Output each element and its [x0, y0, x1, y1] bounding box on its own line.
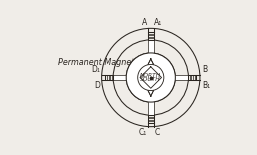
Text: D: D — [94, 81, 100, 90]
Bar — [148, 102, 153, 115]
Text: SOUTH: SOUTH — [141, 78, 161, 82]
FancyBboxPatch shape — [148, 32, 153, 40]
Text: NORTH: NORTH — [140, 73, 161, 78]
Text: Permanent Magnet Motor: Permanent Magnet Motor — [58, 58, 160, 67]
Circle shape — [102, 28, 200, 127]
Bar — [148, 40, 153, 53]
Circle shape — [126, 53, 175, 102]
Circle shape — [138, 64, 164, 91]
Text: A: A — [142, 18, 147, 27]
Bar — [175, 75, 188, 80]
Bar — [113, 75, 126, 80]
Text: B₁: B₁ — [202, 81, 210, 90]
FancyBboxPatch shape — [148, 115, 153, 123]
Text: D₁: D₁ — [91, 65, 100, 74]
Text: A₁: A₁ — [154, 18, 163, 27]
Text: C₁: C₁ — [139, 128, 147, 137]
Text: NORTH: NORTH — [140, 73, 161, 78]
Circle shape — [113, 40, 188, 115]
Circle shape — [126, 53, 175, 102]
Circle shape — [138, 64, 164, 91]
Text: SOUTH: SOUTH — [141, 78, 161, 82]
FancyBboxPatch shape — [105, 75, 113, 80]
Text: B: B — [202, 65, 207, 74]
Text: C: C — [154, 128, 160, 137]
FancyBboxPatch shape — [188, 75, 196, 80]
